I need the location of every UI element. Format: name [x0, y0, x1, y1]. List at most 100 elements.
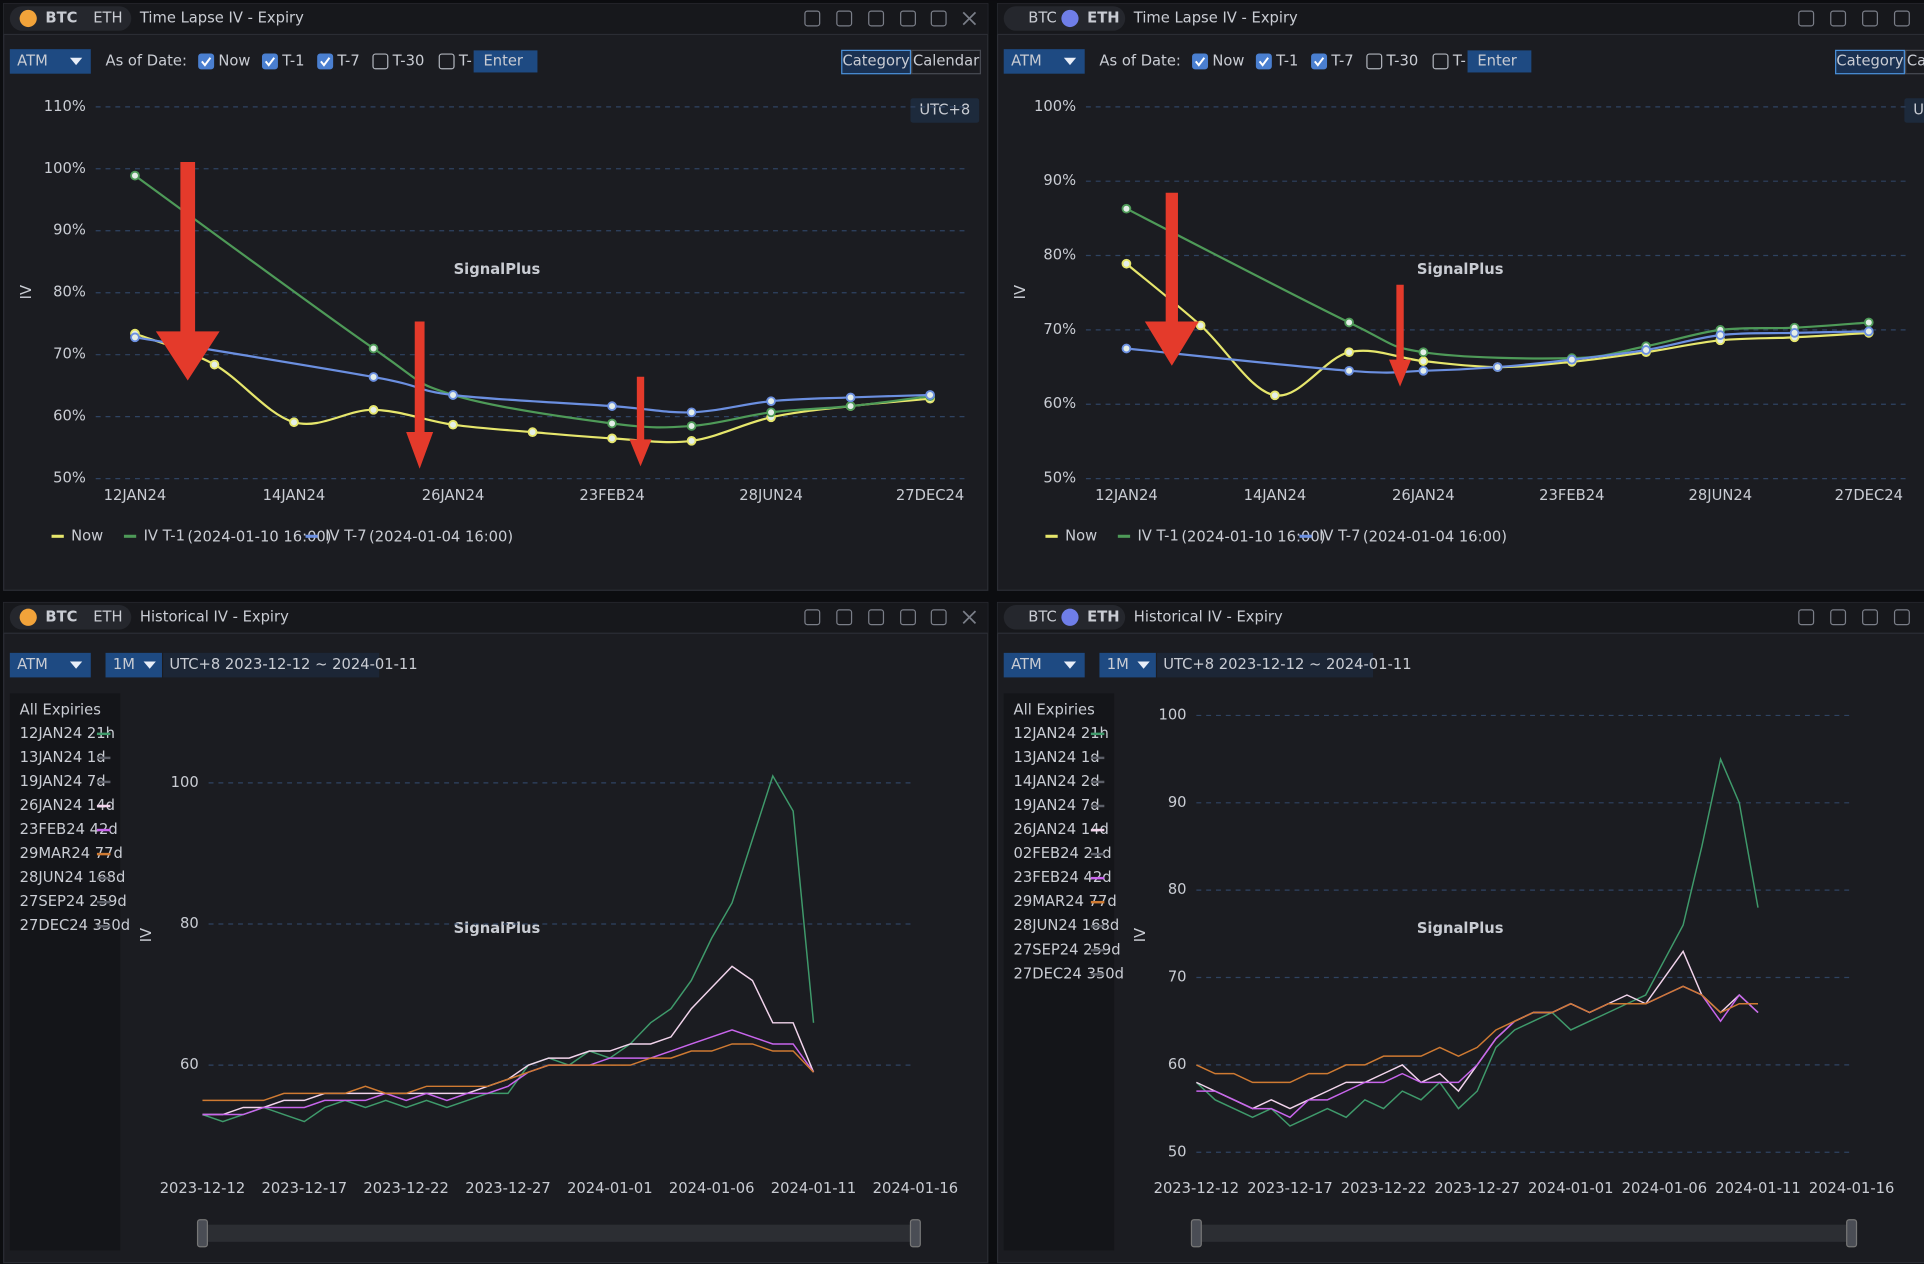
legend-label[interactable]: Now: [71, 527, 103, 544]
view-button[interactable]: [1835, 49, 1905, 75]
legend-label[interactable]: 13JAN24 1d: [20, 749, 106, 766]
days-input[interactable]: [1467, 50, 1532, 73]
legend-label[interactable]: 28JUN24 168d: [1014, 917, 1120, 934]
legend-label[interactable]: 29MAR24 77d: [1014, 893, 1117, 910]
header-icon[interactable]: [836, 609, 853, 626]
checkbox[interactable]: [1432, 53, 1449, 70]
zoom-slider[interactable]: [1196, 1224, 1852, 1242]
view-button[interactable]: [841, 49, 912, 75]
range-label: UTC+8 2023-12-12 ~ 2024-01-11: [1163, 656, 1411, 673]
coin-tab[interactable]: ETH: [93, 9, 122, 26]
header-icon[interactable]: [930, 609, 947, 626]
legend-label[interactable]: 13JAN24 1d: [1014, 749, 1100, 766]
legend-label[interactable]: IV T-1: [1137, 527, 1178, 544]
coin-tab[interactable]: BTC: [45, 608, 77, 625]
x-tick-label: 2023-12-22: [1341, 1180, 1427, 1197]
annotation-arrow: [406, 321, 434, 469]
legend-label[interactable]: 27SEP24 259d: [1014, 941, 1121, 958]
coin-tab[interactable]: ETH: [1087, 9, 1119, 26]
header-icon[interactable]: [1830, 609, 1847, 626]
legend-date: (2024-01-04 16:00): [1363, 529, 1507, 546]
coin-tab[interactable]: BTC: [1028, 9, 1057, 26]
series-line: [1195, 756, 1759, 1127]
view-button[interactable]: [911, 49, 982, 75]
x-tick-label: 2023-12-17: [262, 1180, 348, 1197]
y-tick-label: 100: [171, 774, 199, 791]
header-icon[interactable]: [1798, 609, 1815, 626]
legend-label[interactable]: 12JAN24 21h: [20, 725, 115, 742]
slider-handle[interactable]: [196, 1219, 208, 1248]
slider-handle[interactable]: [909, 1219, 921, 1248]
coin-tab[interactable]: BTC: [45, 9, 77, 26]
header-icon[interactable]: [804, 10, 821, 27]
coin-tab[interactable]: ETH: [1087, 608, 1119, 625]
checkbox[interactable]: [317, 53, 334, 70]
legend-label[interactable]: 14JAN24 2d: [1014, 773, 1100, 790]
legend-label[interactable]: 12JAN24 21h: [1014, 725, 1109, 742]
slider-handle[interactable]: [1190, 1219, 1202, 1248]
header-icon[interactable]: [868, 10, 885, 27]
x-tick-label: 26JAN24: [1392, 487, 1455, 504]
header-icon[interactable]: [1830, 10, 1847, 27]
series-marker: [368, 372, 379, 382]
header-icon[interactable]: [1893, 609, 1910, 626]
header-icon[interactable]: [836, 10, 853, 27]
checkbox[interactable]: [1255, 53, 1272, 70]
zoom-slider[interactable]: [202, 1224, 916, 1242]
as-of-label: As of Date:: [1099, 52, 1180, 69]
checkbox[interactable]: [261, 53, 278, 70]
legend-title: All Expiries: [20, 702, 101, 719]
panel-title: Time Lapse IV - Expiry: [1133, 9, 1298, 26]
legend-label[interactable]: IV T-7: [325, 527, 366, 544]
header-icon[interactable]: [1893, 10, 1910, 27]
legend-label[interactable]: 23FEB24 42d: [20, 821, 118, 838]
header-icon[interactable]: [1798, 10, 1815, 27]
x-tick-label: 2024-01-06: [669, 1180, 755, 1197]
days-input[interactable]: [473, 50, 538, 73]
y-tick-label: 50: [1168, 1143, 1187, 1160]
coin-tab[interactable]: BTC: [1028, 608, 1057, 625]
y-tick-label: 80: [1168, 881, 1187, 898]
legend-label[interactable]: 27DEC24 350d: [20, 917, 130, 934]
legend-label[interactable]: 02FEB24 21d: [1014, 845, 1112, 862]
legend-label[interactable]: 27SEP24 259d: [20, 893, 127, 910]
legend-label[interactable]: IV T-1: [144, 527, 185, 544]
checkbox[interactable]: [438, 53, 455, 70]
series-marker: [209, 359, 220, 370]
header-icon[interactable]: [804, 609, 821, 626]
header-icon[interactable]: [868, 609, 885, 626]
legend-label[interactable]: 19JAN24 7d: [20, 773, 106, 790]
checkmark: [264, 57, 276, 67]
legend-label[interactable]: IV T-7: [1319, 527, 1360, 544]
series-marker: [925, 390, 935, 400]
legend-label[interactable]: 28JUN24 168d: [20, 869, 126, 886]
legend-label[interactable]: 27DEC24 350d: [1014, 965, 1124, 982]
series-marker: [130, 332, 140, 343]
checkmark: [320, 57, 331, 67]
legend-label[interactable]: 26JAN24 14d: [1014, 821, 1109, 838]
view-button[interactable]: [1904, 49, 1924, 75]
coin-tab[interactable]: ETH: [93, 608, 122, 625]
checkbox[interactable]: [1366, 53, 1383, 70]
legend-label[interactable]: 29MAR24 77d: [20, 845, 123, 862]
checkbox[interactable]: [1311, 53, 1328, 70]
header-icon[interactable]: [900, 609, 916, 626]
checkbox[interactable]: [198, 53, 215, 70]
checkbox[interactable]: [372, 53, 389, 70]
y-tick-label: 80%: [53, 284, 86, 301]
panel-header: [997, 3, 1924, 35]
legend-label[interactable]: 23FEB24 42d: [1014, 869, 1112, 886]
header-icon[interactable]: [1862, 10, 1878, 27]
close-icon[interactable]: [962, 610, 977, 625]
close-icon[interactable]: [962, 11, 977, 26]
header-icon[interactable]: [900, 10, 916, 27]
header-icon[interactable]: [1862, 609, 1878, 626]
checkbox[interactable]: [1192, 53, 1209, 70]
legend-label[interactable]: Now: [1065, 527, 1097, 544]
legend-label[interactable]: 26JAN24 14d: [20, 797, 115, 814]
legend-label[interactable]: 19JAN24 7d: [1014, 797, 1100, 814]
slider-handle[interactable]: [1846, 1219, 1858, 1248]
header-icon[interactable]: [930, 10, 947, 27]
y-axis-label: IV: [18, 285, 35, 299]
series-line: [202, 1029, 815, 1116]
